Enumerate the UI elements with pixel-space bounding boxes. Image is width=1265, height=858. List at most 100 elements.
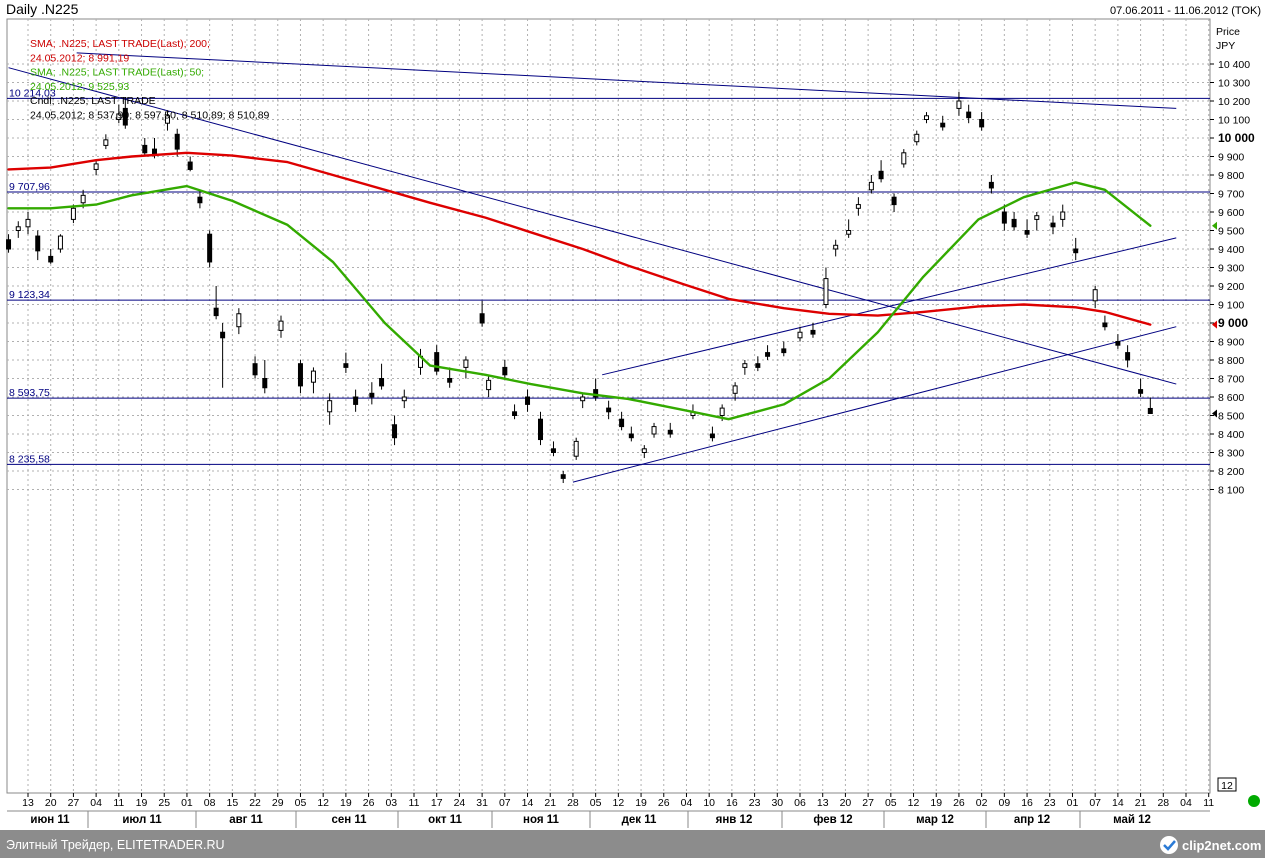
legend-entry: 24.05.2012; 8 991,19 [30, 52, 129, 64]
candle-body [846, 230, 852, 235]
x-tick-label: 13 [22, 797, 34, 809]
y-tick-label: 8 100 [1218, 485, 1244, 497]
candle-body [1024, 230, 1030, 235]
legend-entry: 24.05.2012; 8 537,99; 8 597,50; 8 510,89… [30, 110, 270, 122]
candle-body [1102, 322, 1108, 328]
x-tick-label: 26 [953, 797, 965, 809]
legend-entry: SMA; .N225; LAST TRADE(Last); 200; [30, 38, 210, 50]
y-tick-label: 10 000 [1218, 131, 1255, 145]
status-dot [1248, 795, 1260, 807]
candle-body [1001, 211, 1007, 224]
candle-body [434, 352, 440, 372]
candle [846, 219, 852, 238]
x-tick-label: 11 [1203, 797, 1214, 809]
x-tick-label: 10 [703, 797, 715, 809]
candle-body [1060, 211, 1066, 220]
candle-body [1138, 389, 1144, 394]
candle [57, 234, 63, 253]
check-icon [1163, 840, 1176, 851]
x-tick-label: 08 [204, 797, 216, 809]
x-tick-label: 20 [840, 797, 852, 809]
candle [855, 197, 861, 216]
candle-body [310, 370, 316, 383]
trend-line [76, 52, 1177, 109]
candle-body [979, 119, 985, 128]
candle [988, 175, 994, 194]
candle [486, 374, 492, 397]
candle [525, 389, 531, 412]
candle-body [262, 378, 268, 389]
candle [463, 356, 469, 379]
x-tick-label: 21 [544, 797, 556, 809]
corner-box [1217, 777, 1237, 792]
y-tick-label: 8 300 [1218, 448, 1244, 460]
candle [327, 393, 333, 425]
y-tick-label: 9 000 [1218, 316, 1248, 330]
brand-icon [1160, 836, 1178, 854]
candle [392, 415, 398, 446]
candle-body [174, 133, 180, 150]
candle [479, 300, 485, 327]
candle [573, 437, 579, 460]
brand-logo: clip2net.com [1160, 836, 1261, 854]
candle [1034, 212, 1040, 231]
candle-body [327, 400, 333, 413]
candle-body [573, 440, 579, 457]
candle [979, 112, 985, 131]
candle [797, 326, 803, 342]
candle [207, 230, 213, 268]
candle [606, 400, 612, 420]
candle-body [855, 204, 861, 209]
candle [187, 156, 193, 172]
candle [1092, 286, 1098, 309]
candle-body [868, 181, 874, 191]
candle-body [628, 433, 634, 439]
candle [93, 160, 99, 175]
candle-body [463, 359, 469, 368]
month-label: июн 11 [30, 814, 70, 826]
y-tick-label: 9 800 [1218, 170, 1244, 182]
candle-body [940, 122, 946, 128]
date-range: 07.06.2011 - 11.06.2012 (TOK) [1110, 5, 1261, 17]
candle [116, 104, 122, 124]
candle-body [956, 100, 962, 109]
y-tick-label: 8 700 [1218, 374, 1244, 386]
candle [823, 267, 829, 309]
candle-body [667, 429, 673, 435]
y-tick-label: 8 500 [1218, 411, 1244, 423]
candle [732, 382, 738, 401]
candle [164, 110, 170, 131]
candle-body [1125, 352, 1131, 361]
candle-body [213, 307, 219, 317]
x-tick-label: 27 [862, 797, 874, 809]
candle [35, 230, 41, 261]
month-label: июл 11 [122, 814, 162, 826]
candle-body [25, 218, 31, 228]
month-label: окт 11 [428, 814, 462, 826]
sma-series [7, 151, 1152, 421]
candle [297, 360, 303, 394]
candle [379, 363, 385, 390]
candle [833, 239, 839, 257]
price-marker [1212, 409, 1217, 418]
candle [1073, 237, 1079, 261]
candle-body [197, 196, 203, 204]
candle [956, 91, 962, 116]
x-tick-label: 21 [1135, 797, 1147, 809]
candle-body [709, 433, 715, 439]
month-label: сен 11 [331, 814, 367, 826]
trend-line [602, 237, 1177, 376]
candle-body [70, 207, 76, 220]
candle [512, 404, 518, 420]
legend-entry: SMA; .N225; LAST TRADE(Last); 50; [30, 67, 204, 79]
x-tick-label: 04 [1180, 797, 1192, 809]
sma-marker [1212, 320, 1217, 329]
y-tick-label: 8 900 [1218, 337, 1244, 349]
legend-entry: 24.05.2012; 9 525,93 [30, 81, 129, 93]
month-label: май 12 [1113, 814, 1151, 826]
level-lines: 10 214,03 9 707,96 9 123,34 8 593,75 8 235,5… [7, 87, 1210, 465]
candle-body [15, 226, 21, 232]
candle [278, 315, 284, 338]
candle-body [447, 378, 453, 383]
candle-body [1092, 289, 1098, 302]
